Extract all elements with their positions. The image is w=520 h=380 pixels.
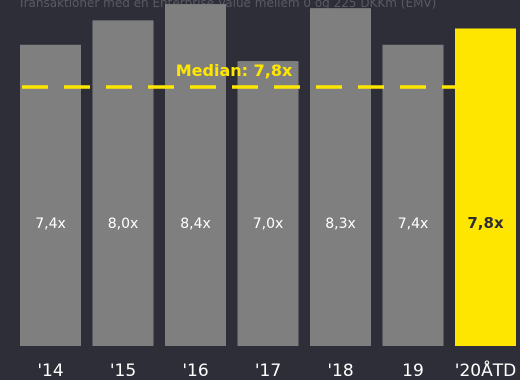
- bar-value-label-2: 8,4x: [180, 216, 211, 232]
- x-tick-label-5: 19: [402, 361, 424, 380]
- bar-0: [20, 44, 81, 347]
- bar-6: [455, 28, 516, 347]
- bar-value-label-1: 8,0x: [108, 216, 139, 232]
- bar-value-label-4: 8,3x: [325, 216, 356, 232]
- x-tick-label-2: '16: [182, 361, 208, 380]
- x-tick-label-4: '18: [327, 361, 353, 380]
- value-labels-group: 7,4x 8,0x 8,4x 7,0x 8,3x 7,4x 7,8x: [35, 214, 504, 232]
- x-axis-labels: '14 '15 '16 '17 '18 19 '20ÅTD: [37, 359, 516, 380]
- bar-3: [237, 61, 299, 346]
- bar-value-label-0: 7,4x: [35, 216, 66, 232]
- bar-2: [165, 4, 226, 347]
- bar-value-label-3: 7,0x: [253, 216, 284, 232]
- x-tick-label-6: '20ÅTD: [455, 359, 516, 380]
- bar-value-label-5: 7,4x: [398, 216, 429, 232]
- bar-value-label-6: 7,8x: [467, 214, 504, 232]
- x-tick-label-3: '17: [255, 361, 281, 380]
- bars-group: [20, 4, 516, 347]
- x-tick-label-1: '15: [110, 361, 136, 380]
- bar-5: [382, 44, 444, 347]
- chart-subtitle: Transaktioner med en Enterprise Value me…: [18, 0, 437, 10]
- bar-4: [310, 8, 371, 347]
- x-tick-label-0: '14: [37, 361, 63, 380]
- median-label: Median: 7,8x: [176, 61, 293, 80]
- bar-1: [92, 20, 154, 347]
